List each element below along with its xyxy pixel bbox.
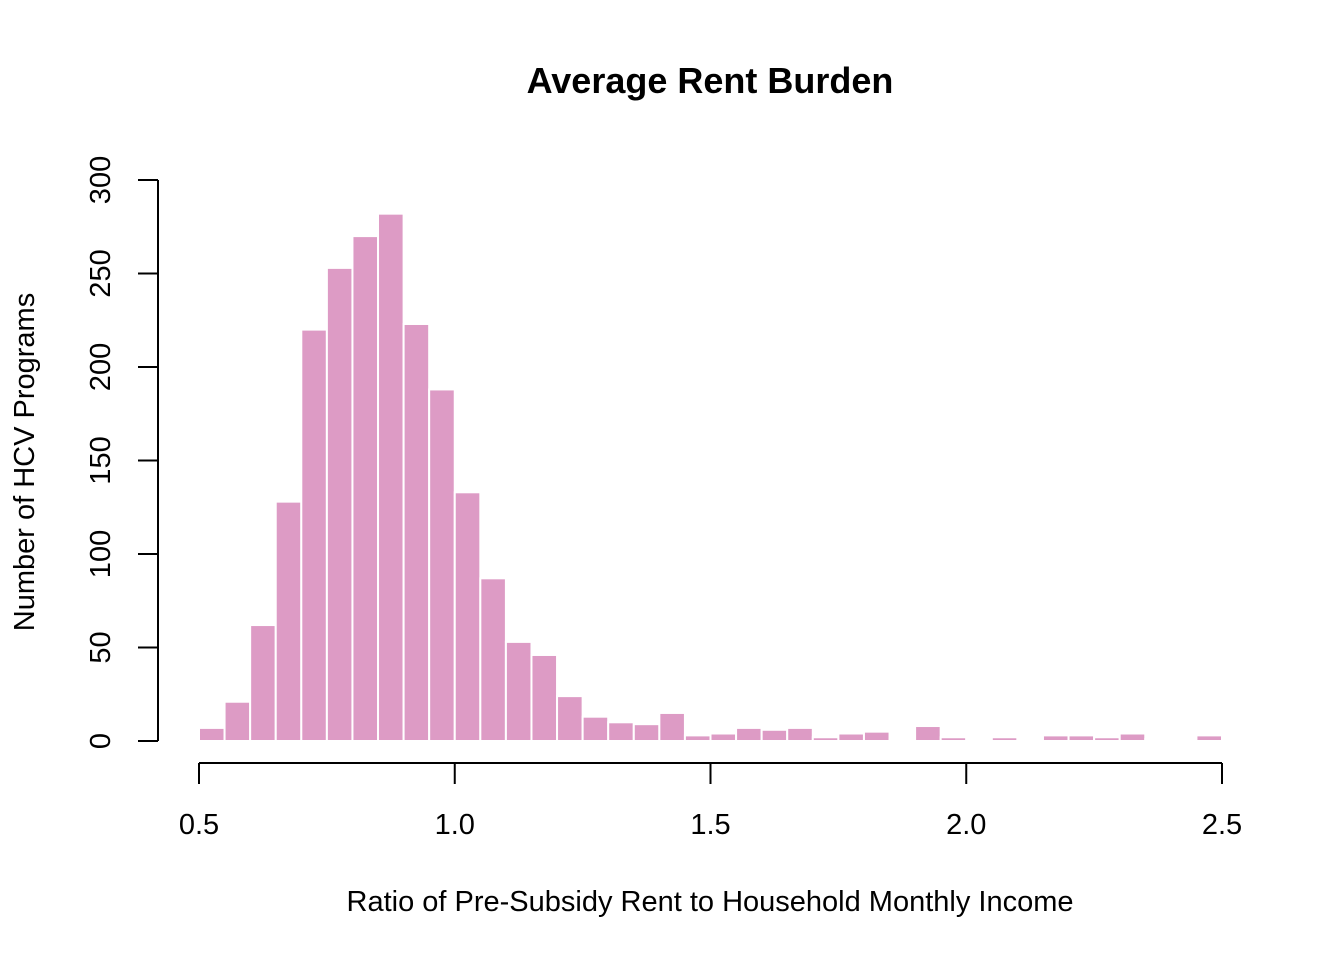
x-tick-label: 1.5 (690, 809, 730, 841)
histogram-bar (1016, 738, 1044, 743)
histogram-bar (249, 624, 277, 742)
histogram-bar (939, 736, 968, 743)
histogram-bar (1067, 734, 1096, 743)
histogram-bar (172, 738, 200, 743)
histogram-bar (300, 328, 328, 742)
histogram-bar (504, 640, 533, 743)
y-tick-label: 0 (85, 733, 117, 749)
histogram-bar (581, 715, 610, 743)
y-tick-label: 200 (85, 343, 117, 391)
histogram-bar (862, 730, 891, 743)
histogram-bar (811, 736, 840, 743)
histogram-bar (760, 728, 789, 743)
histogram-bar (607, 721, 635, 742)
histogram-bar (965, 738, 993, 743)
histogram-bar (198, 726, 226, 742)
y-tick-label: 100 (85, 530, 117, 578)
histogram-bar (325, 266, 354, 742)
chart-title: Average Rent Burden (527, 60, 894, 101)
histogram-bar (402, 322, 431, 742)
x-tick-label: 0.5 (179, 809, 219, 841)
histogram-bar (786, 726, 814, 742)
y-tick-label: 300 (85, 156, 117, 204)
histogram-bar (658, 711, 686, 743)
histogram-bar (377, 212, 405, 743)
histogram-bar (1041, 734, 1070, 743)
histogram-bar (1093, 736, 1121, 743)
histogram-bar (1195, 734, 1224, 743)
histogram-bar (683, 734, 712, 743)
y-axis-label: Number of HCV Programs (9, 293, 41, 631)
x-axis-label: Ratio of Pre-Subsidy Rent to Household M… (347, 886, 1074, 918)
histogram-bar (914, 725, 942, 742)
x-tick-label: 2.5 (1202, 809, 1242, 841)
histogram-bar (223, 700, 252, 742)
histogram-bar (479, 577, 507, 742)
histogram-bar (990, 736, 1019, 743)
histogram-bar (709, 732, 738, 743)
histogram-bar (530, 653, 559, 742)
y-tick-label: 150 (85, 436, 117, 484)
histogram-bar (888, 738, 917, 743)
histogram-bar (428, 388, 456, 742)
histogram-bar (351, 235, 380, 742)
histogram-bar (837, 732, 865, 743)
x-axis: 0.5 1.0 1.5 2.0 2.5 (179, 762, 1242, 841)
x-tick-label: 1.0 (435, 809, 475, 841)
histogram-bar (632, 723, 661, 742)
histogram-bar (556, 695, 584, 742)
x-tick-label: 2.0 (946, 809, 986, 841)
histogram-bar (274, 500, 303, 743)
histogram-bars (172, 212, 1224, 743)
histogram-bar (453, 491, 482, 743)
y-axis: 0 50 100 150 200 250 300 (85, 156, 159, 749)
y-tick-label: 250 (85, 249, 117, 297)
histogram-bar (1144, 738, 1172, 743)
histogram-bar (1118, 732, 1147, 743)
histogram-bar (735, 726, 763, 742)
histogram-bar (1169, 738, 1198, 743)
y-tick-label: 50 (85, 631, 117, 663)
